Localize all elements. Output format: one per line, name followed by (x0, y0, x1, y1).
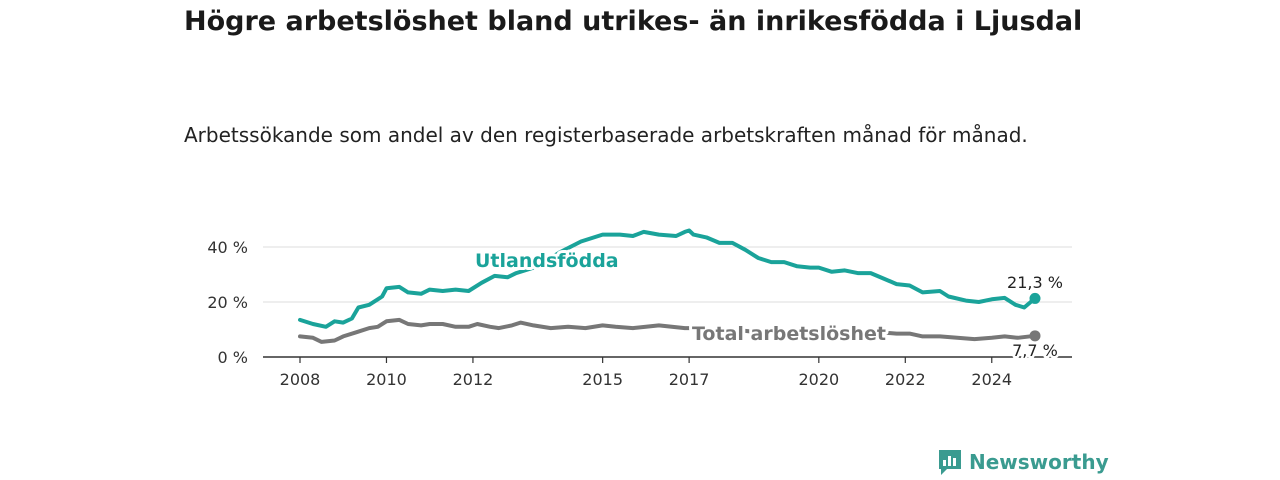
series-end-marker-total (1029, 330, 1041, 342)
x-tick-label: 2012 (453, 370, 494, 389)
y-tick-label: 20 % (207, 293, 248, 312)
x-tick-label: 2017 (669, 370, 710, 389)
y-tick-label: 40 % (207, 238, 248, 257)
brand-logo: Newsworthy (937, 448, 1109, 476)
series-line-utlandsfodda (298, 228, 1037, 329)
y-tick-label: 0 % (218, 348, 248, 367)
series-line-total (298, 317, 1037, 344)
series-label-total: Total arbetslöshet (692, 323, 886, 345)
x-tick-label: 2024 (971, 370, 1012, 389)
x-tick-label: 2020 (798, 370, 839, 389)
newsworthy-logo-icon (939, 450, 961, 475)
x-tick-label: 2008 (280, 370, 321, 389)
chart-subtitle: Arbetssökande som andel av den registerb… (184, 123, 1028, 147)
series-label-utlandsfodda: Utlandsfödda (475, 250, 619, 272)
chart-title: Högre arbetslöshet bland utrikes- än inr… (184, 6, 1083, 37)
x-tick-label: 2010 (366, 370, 407, 389)
series-end-marker-utlandsfodda (1029, 292, 1041, 304)
x-tick-label: 2022 (885, 370, 926, 389)
end-label-utlandsfodda: 21,3 % (1007, 273, 1063, 292)
brand-name: Newsworthy (969, 450, 1109, 474)
x-tick-label: 2015 (582, 370, 623, 389)
end-label-total: 7,7 % (1012, 341, 1058, 360)
